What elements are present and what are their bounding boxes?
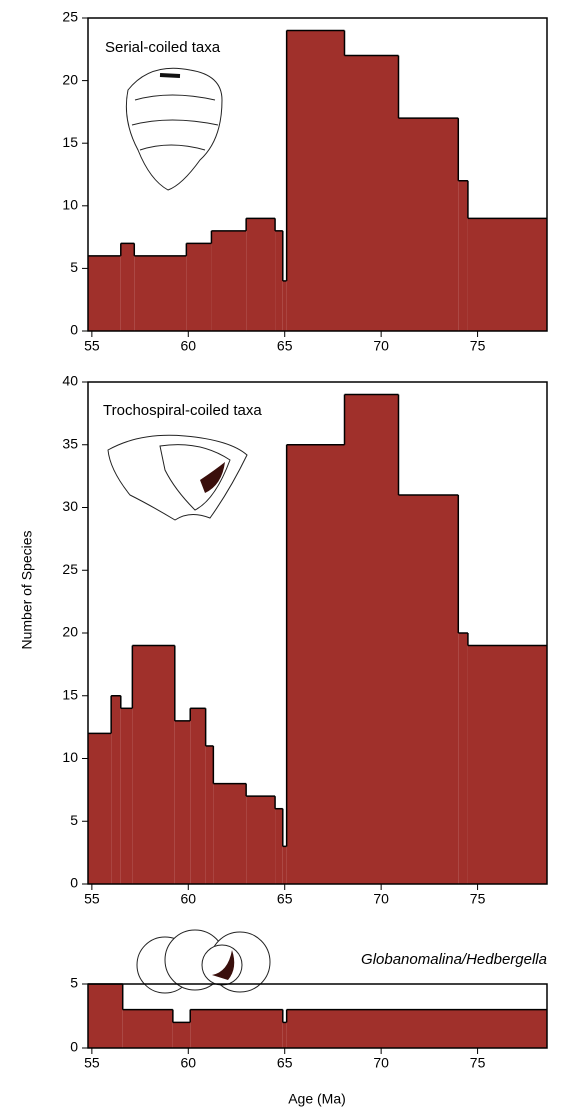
bar	[275, 230, 283, 331]
bar	[205, 745, 214, 884]
plot-frame	[87, 17, 548, 332]
bar	[286, 1009, 547, 1048]
globanomalina-foram-sketch	[136, 929, 271, 994]
x-tick-label: 70	[373, 1055, 389, 1071]
y-tick-label: 20	[62, 624, 78, 640]
bar	[458, 633, 468, 884]
x-tick-label: 75	[470, 338, 486, 354]
bar	[174, 720, 191, 884]
bar	[120, 243, 135, 331]
bar	[246, 218, 276, 331]
serial-foram-sketch	[125, 67, 223, 191]
x-tick-label: 70	[373, 891, 389, 907]
bar	[111, 695, 121, 884]
x-tick-label: 65	[277, 891, 293, 907]
x-tick-label: 55	[84, 338, 100, 354]
plot-frame	[87, 983, 548, 1049]
bar	[275, 808, 283, 884]
y-tick-label: 20	[62, 71, 78, 87]
y-tick-label: 25	[62, 561, 78, 577]
y-tick-label: 5	[70, 975, 78, 991]
bar	[88, 984, 123, 1048]
x-axis-label: Age (Ma)	[288, 1091, 346, 1107]
bar	[186, 243, 212, 331]
annotation: Globanomalina/Hedbergella	[361, 951, 547, 968]
x-tick-label: 55	[84, 1055, 100, 1071]
y-tick-label: 5	[70, 812, 78, 828]
bar	[211, 230, 247, 331]
bar	[398, 118, 459, 331]
bar	[286, 444, 345, 884]
y-tick-label: 40	[62, 373, 78, 389]
bar	[246, 796, 276, 884]
bar	[344, 55, 399, 332]
y-tick-label: 30	[62, 498, 78, 514]
bar	[282, 1022, 287, 1048]
bar	[120, 708, 133, 884]
bar	[467, 645, 547, 884]
bar	[172, 1022, 191, 1048]
y-tick-label: 0	[70, 875, 78, 891]
annotation: Trochospiral-coiled taxa	[103, 402, 262, 419]
y-tick-label: 25	[62, 9, 78, 25]
bar	[344, 394, 399, 884]
x-tick-label: 60	[180, 338, 196, 354]
bar	[132, 645, 175, 884]
x-tick-label: 60	[180, 891, 196, 907]
y-tick-label: 15	[62, 686, 78, 702]
x-tick-label: 60	[180, 1055, 196, 1071]
trochospiral-foram-sketch	[107, 434, 248, 521]
bar	[213, 783, 247, 884]
y-tick-label: 0	[70, 322, 78, 338]
x-tick-label: 70	[373, 338, 389, 354]
bar	[88, 255, 121, 331]
bar	[190, 708, 206, 884]
bar	[467, 218, 547, 331]
y-tick-label: 0	[70, 1039, 78, 1055]
bar	[398, 494, 459, 884]
x-tick-label: 55	[84, 891, 100, 907]
bar	[134, 255, 187, 331]
y-tick-label: 10	[62, 749, 78, 765]
bar	[282, 846, 287, 884]
bar	[286, 30, 345, 332]
y-tick-label: 5	[70, 259, 78, 275]
x-tick-label: 65	[277, 338, 293, 354]
bar	[88, 733, 112, 884]
bar	[458, 180, 468, 331]
bar	[122, 1009, 173, 1048]
bar	[190, 1009, 283, 1048]
x-tick-label: 75	[470, 1055, 486, 1071]
x-tick-label: 65	[277, 1055, 293, 1071]
bar	[282, 280, 287, 331]
y-axis-label: Number of Species	[19, 530, 35, 649]
y-tick-label: 35	[62, 435, 78, 451]
y-tick-label: 10	[62, 197, 78, 213]
y-tick-label: 15	[62, 134, 78, 150]
annotation: Serial-coiled taxa	[105, 39, 221, 56]
x-tick-label: 75	[470, 891, 486, 907]
